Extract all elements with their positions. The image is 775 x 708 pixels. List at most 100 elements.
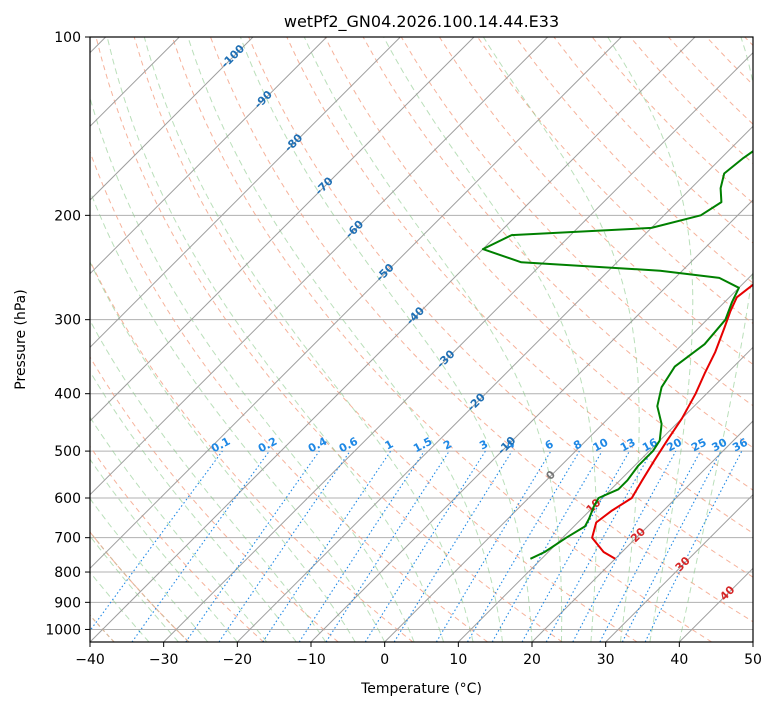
isoline-labels: 0.1 0.2 0.4 0.6 1 1.5 2 3 4 6 8 10 13 16 20 25 30 36-100-…: [209, 42, 750, 603]
mixing-ratio-label: 0.6: [337, 435, 361, 456]
mixing-ratio-line: [298, 450, 425, 642]
isotherm-line: [457, 346, 753, 642]
y-tick-label: 600: [54, 491, 81, 507]
y-axis-label: Pressure (hPa): [13, 289, 29, 389]
moist-adiabat: [90, 497, 209, 642]
moist-adiabat: [90, 189, 386, 642]
plot-frame: [89, 36, 754, 643]
isotherm-line: [90, 37, 254, 201]
x-tick-label: 30: [597, 652, 615, 668]
x-tick-label: 10: [449, 652, 467, 668]
mixing-ratio-line: [572, 450, 677, 642]
x-tick-label: 40: [670, 652, 688, 668]
dry-adiabat: [90, 259, 414, 642]
moist-adiabat: [90, 535, 179, 642]
y-tick-label: 300: [54, 313, 81, 329]
moist-adiabat: [90, 416, 268, 642]
moist-adiabat: [90, 319, 327, 642]
mixing-ratio-label: 6: [543, 437, 556, 452]
dry-adiabat: [438, 37, 753, 366]
moist-adiabat: [90, 370, 297, 642]
moist-adiabat: [90, 458, 238, 642]
y-tick-label: 400: [54, 387, 81, 403]
mixing-ratio-label: 1.5: [411, 435, 434, 456]
isotherm-line: [678, 567, 753, 642]
y-tick-label: 700: [54, 531, 81, 547]
y-axis: 100 200 300 400 500 600 700 800 900 1000: [45, 30, 90, 638]
background-lines: [90, 37, 753, 642]
isotherm-line: [90, 37, 622, 570]
moist-adiabat: [143, 37, 474, 642]
y-tick-label: 500: [54, 444, 81, 460]
x-tick-label: −20: [223, 652, 253, 668]
data-lines: [481, 150, 753, 560]
dry-adiabat: [400, 37, 753, 407]
moist-adiabat: [239, 37, 533, 642]
dry-adiabat: [553, 37, 753, 244]
dry-adiabat: [90, 531, 190, 642]
moist-adiabat: [482, 37, 640, 642]
x-axis: −40 −30 −20 −10 0 10 20 30 40 50: [75, 642, 762, 668]
isotherm-line: [90, 37, 401, 349]
temperature-profile-line: [591, 283, 753, 560]
moist-adiabat: [607, 37, 694, 642]
isotherm-line: [310, 199, 753, 642]
isotherm-line: [90, 37, 696, 642]
mixing-ratio-label: 13: [618, 436, 638, 455]
moist-adiabat: [187, 37, 503, 642]
mixing-ratio-line: [644, 450, 743, 642]
mixing-ratio-line: [545, 450, 653, 642]
mixing-ratio-label: 0.2: [256, 435, 279, 456]
dry-adiabat: [95, 37, 563, 642]
isotherm-line: [163, 51, 753, 642]
moist-adiabat: [90, 260, 356, 642]
dry-adiabat: [706, 37, 753, 86]
mixing-ratio-line: [467, 450, 580, 642]
dry-adiabat: [90, 445, 264, 642]
y-tick-label: 100: [54, 30, 81, 46]
y-tick-label: 1000: [45, 622, 81, 638]
moist-adiabat: [303, 37, 563, 642]
isotherm-line: [90, 37, 549, 496]
moist-adiabat: [678, 37, 753, 642]
mixing-ratio-line: [393, 450, 513, 642]
mixing-ratio-label: 30: [710, 436, 730, 455]
dry-adiabat: [90, 150, 488, 642]
moist-adiabat: [90, 96, 415, 642]
dry-adiabat: [210, 37, 753, 623]
mixing-ratio-label: 20: [664, 436, 684, 455]
mixing-ratio-line: [218, 450, 351, 642]
chart-title: wetPf2_GN04.2026.100.14.44.E33: [284, 12, 559, 32]
mixing-ratio-line: [599, 450, 701, 642]
dry-adiabat: [515, 37, 753, 284]
isotherm-line: [90, 37, 475, 422]
dry-adiabat: [668, 37, 753, 125]
isotherm-line: [752, 641, 753, 642]
dry-adiabat: [744, 37, 753, 47]
mixing-ratio-label: 16: [640, 436, 660, 455]
mixing-ratio-label: 2: [441, 437, 454, 452]
mixing-ratio-line: [262, 450, 392, 642]
dewpoint-profile-line: [481, 150, 753, 560]
dry-adiabat: [248, 37, 753, 578]
x-tick-label: 0: [380, 652, 389, 668]
moist-adiabat: [383, 37, 597, 642]
mixing-ratio-label: 36: [730, 436, 750, 455]
mixing-ratio-label: 0.4: [306, 435, 330, 456]
mixing-ratio-label: 25: [689, 436, 709, 455]
x-tick-label: 50: [744, 652, 762, 668]
mixing-ratio-label: 10: [591, 436, 611, 455]
x-tick-label: 20: [523, 652, 541, 668]
x-axis-label: Temperature (°C): [360, 681, 482, 697]
dry-adiabat: [171, 37, 712, 642]
dry-adiabat: [591, 37, 753, 204]
x-tick-label: −10: [296, 652, 326, 668]
mixing-ratio-line: [364, 450, 486, 642]
moist-adiabat: [106, 37, 445, 642]
mixing-ratio-line: [131, 450, 270, 642]
isotherm-line: [384, 272, 753, 642]
y-tick-label: 900: [54, 595, 81, 611]
x-tick-label: −40: [75, 652, 105, 668]
y-tick-label: 800: [54, 565, 81, 581]
